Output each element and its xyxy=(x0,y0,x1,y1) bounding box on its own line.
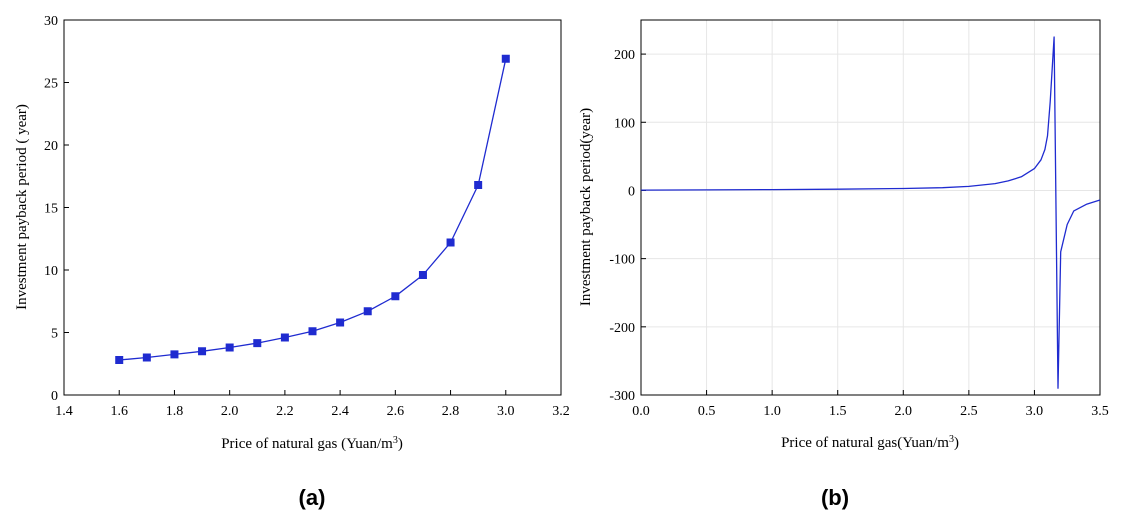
chart-b-series xyxy=(640,36,1101,389)
chart-a-x-axis-label-superscript: 3 xyxy=(393,435,398,446)
chart-b-y-tick-label: -200 xyxy=(609,321,635,336)
chart-a-x-tick-label: 2.2 xyxy=(276,404,294,419)
chart-a-y-tick-label: 0 xyxy=(51,389,58,404)
chart-a-data-point xyxy=(142,353,151,362)
chart-a-plot-area xyxy=(63,19,562,396)
chart-a-data-point xyxy=(391,292,400,301)
chart-a-series xyxy=(115,54,510,364)
chart-a-x-ticks: 1.4 1.6 1.8 2.0 2.2 2.4 2.6 2.8 3.0 3.2 xyxy=(55,390,570,419)
chart-a-x-tick-label: 1.4 xyxy=(55,404,73,419)
chart-a-series-line xyxy=(119,58,507,361)
chart-b-x-tick-label: 3.5 xyxy=(1091,404,1109,419)
chart-a-x-tick-label: 2.4 xyxy=(331,404,349,419)
chart-panel-b: 0.0 0.5 1.0 1.5 2.0 2.5 3.0 3.5 -300 -200 -100 0 10… xyxy=(578,19,1109,510)
chart-b-x-tick-label: 2.5 xyxy=(960,404,978,419)
chart-a-data-point xyxy=(253,339,262,348)
chart-a-data-point xyxy=(198,347,207,356)
chart-a-data-point xyxy=(418,271,427,279)
chart-a-data-point xyxy=(363,307,372,316)
chart-panel-a: 1.4 1.6 1.8 2.0 2.2 2.4 2.6 2.8 3.0 3.2 0 5 10 15 20 2… xyxy=(14,14,570,510)
chart-a-data-point xyxy=(225,343,234,352)
chart-a-x-axis-label: Price of natural gas (Yuan/m3) xyxy=(221,435,403,453)
chart-a-y-tick-label: 30 xyxy=(44,14,58,29)
chart-b-x-tick-label: 0.0 xyxy=(632,404,650,419)
chart-b-x-tick-label: 1.0 xyxy=(763,404,781,419)
chart-b-x-tick-label: 0.5 xyxy=(698,404,716,419)
chart-a-panel-label: (a) xyxy=(299,485,326,510)
chart-a-data-point xyxy=(336,318,345,327)
chart-b-y-ticks: -300 -200 -100 0 100 200 xyxy=(609,48,646,404)
chart-b-grid xyxy=(640,20,1101,396)
chart-a-data-point xyxy=(280,333,289,342)
chart-b-x-tick-label: 3.0 xyxy=(1026,404,1044,419)
chart-a-x-tick-label: 3.2 xyxy=(552,404,570,419)
chart-b-y-tick-label: 200 xyxy=(614,48,635,63)
chart-a-x-tick-label: 2.6 xyxy=(387,404,405,419)
chart-b-y-tick-label: 100 xyxy=(614,116,635,131)
chart-b-panel-label: (b) xyxy=(821,485,849,510)
chart-b-y-tick-label: -300 xyxy=(609,389,635,404)
chart-b-y-axis-label: Investment payback period(year) xyxy=(578,108,594,306)
chart-a-y-tick-label: 5 xyxy=(51,327,58,342)
chart-a-y-tick-label: 10 xyxy=(44,264,58,279)
chart-a-x-tick-label: 1.6 xyxy=(110,404,128,419)
chart-a-y-axis-label: Investment payback period ( year) xyxy=(14,104,30,310)
chart-b-series-line xyxy=(640,36,1101,389)
chart-b-x-tick-label: 2.0 xyxy=(895,404,913,419)
chart-a-x-tick-label: 2.0 xyxy=(221,404,239,419)
chart-b-x-axis-label-superscript: 3 xyxy=(949,434,954,445)
chart-a-data-point xyxy=(501,54,510,63)
chart-a-x-tick-label: 1.8 xyxy=(166,404,184,419)
chart-a-data-point xyxy=(446,238,455,247)
chart-b-y-tick-label: 0 xyxy=(628,184,635,199)
chart-a-data-point xyxy=(115,356,124,364)
chart-a-data-point xyxy=(170,350,179,359)
chart-b-y-tick-label: -100 xyxy=(609,253,635,268)
chart-a-y-ticks: 0 5 10 15 20 25 30 xyxy=(44,14,69,404)
chart-b-x-tick-label: 1.5 xyxy=(829,404,847,419)
chart-b-x-axis-label: Price of natural gas(Yuan/m3) xyxy=(781,434,959,452)
chart-b-x-ticks: 0.0 0.5 1.0 1.5 2.0 2.5 3.0 3.5 xyxy=(632,390,1109,419)
chart-a-x-tick-label: 2.8 xyxy=(442,404,460,419)
chart-a-y-tick-label: 20 xyxy=(44,139,58,154)
chart-a-y-tick-label: 15 xyxy=(44,202,58,217)
chart-a-y-tick-label: 25 xyxy=(44,77,58,92)
chart-b-plot-area xyxy=(640,19,1101,396)
chart-a-x-tick-label: 3.0 xyxy=(497,404,515,419)
chart-a-data-point xyxy=(308,327,317,336)
chart-a-data-point xyxy=(474,181,483,189)
